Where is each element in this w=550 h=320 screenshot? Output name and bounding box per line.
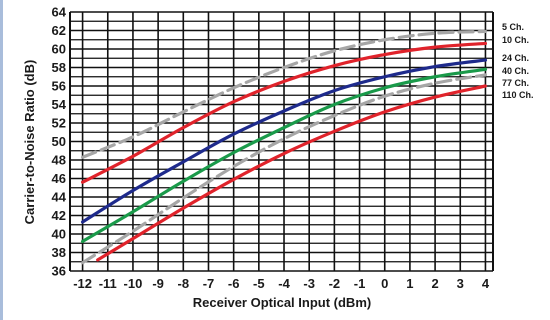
x-tick-labels: -12 -11 -10 -9 -8 -7 -6 -5 -4 -3 -2 -1 0 1 2 3 4	[73, 276, 490, 291]
series-line-3	[80, 58, 488, 224]
y-tick-label: 52	[52, 116, 66, 131]
y-tick-label: 56	[52, 79, 66, 94]
series-line-6	[96, 84, 488, 262]
y-tick-labels: 36 38 40 42 44 46 48 50 52 54 56 58 60 62 64	[52, 5, 67, 279]
y-tick-label: 62	[52, 23, 66, 38]
left-border	[0, 0, 3, 320]
y-tick-label: 38	[52, 245, 66, 260]
y-tick-label: 48	[52, 153, 66, 168]
x-tick-label: -6	[228, 276, 240, 291]
x-tick-label: -1	[354, 276, 366, 291]
y-tick-label: 54	[52, 97, 67, 112]
y-tick-label: 60	[52, 42, 66, 57]
series-line-4	[80, 67, 488, 243]
y-tick-label: 36	[52, 264, 66, 279]
x-tick-label: -2	[329, 276, 341, 291]
y-axis-title: Carrier-to-Noise Ratio (dB)	[22, 60, 37, 225]
series-lines	[80, 29, 488, 265]
legend: 5 Ch. 10 Ch. 24 Ch. 40 Ch. 77 Ch. 110 Ch.	[502, 22, 534, 100]
x-tick-label: -9	[152, 276, 164, 291]
y-tick-label: 46	[52, 171, 66, 186]
x-tick-label: -5	[253, 276, 265, 291]
legend-label: 77 Ch.	[502, 78, 529, 88]
x-tick-label: -12	[73, 276, 92, 291]
series-line-1	[80, 29, 488, 159]
x-tick-label: -10	[124, 276, 143, 291]
y-tick-label: 64	[52, 5, 67, 20]
x-axis-title: Receiver Optical Input (dBm)	[193, 295, 371, 310]
y-tick-label: 42	[52, 208, 66, 223]
y-tick-label: 40	[52, 227, 66, 242]
x-tick-label: -8	[178, 276, 190, 291]
legend-label: 10 Ch.	[502, 35, 529, 45]
x-tick-label: 3	[457, 276, 464, 291]
legend-label: 24 Ch.	[502, 53, 529, 63]
y-tick-label: 50	[52, 134, 66, 149]
series-line-5	[80, 73, 488, 265]
x-tick-label: -7	[203, 276, 215, 291]
legend-label: 40 Ch.	[502, 66, 529, 76]
y-tick-label: 44	[52, 190, 67, 205]
x-tick-label: 0	[381, 276, 388, 291]
legend-label: 110 Ch.	[502, 90, 534, 100]
x-tick-label: -11	[99, 276, 117, 291]
x-tick-label: 4	[482, 276, 490, 291]
series-line-2	[80, 41, 488, 184]
x-tick-label: 2	[431, 276, 438, 291]
x-tick-label: -4	[278, 276, 290, 291]
x-tick-label: 1	[406, 276, 413, 291]
legend-label: 5 Ch.	[502, 22, 524, 32]
y-tick-label: 58	[52, 60, 66, 75]
x-tick-label: -3	[303, 276, 315, 291]
